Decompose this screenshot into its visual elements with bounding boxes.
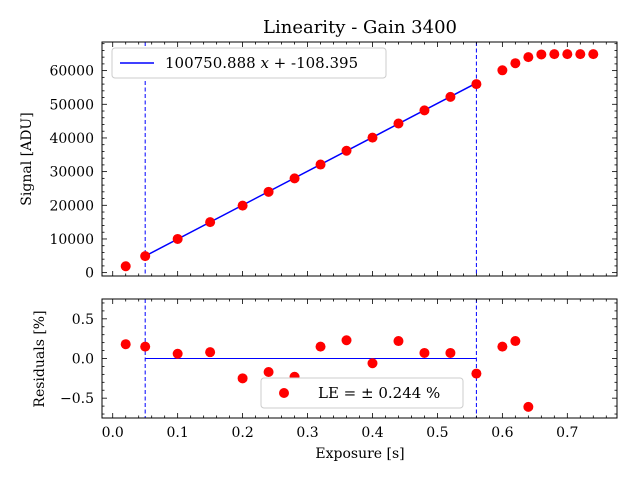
fit-legend-suffix: + -108.395	[269, 54, 358, 72]
bottom-y-tick-label: 0.0	[72, 352, 94, 368]
bottom-legend-box	[260, 377, 464, 409]
top-legend-box	[111, 47, 387, 79]
bottom-data-point	[341, 335, 352, 346]
top-data-point	[445, 91, 456, 102]
top-data-point	[237, 200, 248, 211]
bottom-data-point	[510, 336, 521, 347]
bottom-data-point	[205, 347, 216, 358]
top-data-point	[140, 251, 151, 262]
top-y-tick-label: 60000	[49, 64, 94, 80]
bottom-data-point	[497, 341, 508, 352]
x-tick-label: 0.1	[167, 425, 189, 441]
top-y-tick-label: 50000	[49, 97, 94, 113]
bottom-data-point	[419, 347, 430, 358]
residual-legend-marker	[279, 388, 289, 398]
bottom-y-tick-label: −0.5	[60, 391, 94, 407]
top-data-point	[549, 49, 560, 60]
fit-legend-prefix: 100750.888	[165, 54, 260, 72]
top-legend: 100750.888 x + -108.395	[111, 47, 387, 79]
top-data-point	[510, 58, 521, 69]
residual-legend-text: LE = ± 0.244 %	[318, 384, 440, 402]
top-data-point	[289, 173, 300, 184]
bottom-data-point	[263, 366, 274, 377]
top-data-point	[497, 65, 508, 76]
top-data-point	[120, 261, 131, 272]
top-y-tick-label: 30000	[49, 165, 94, 181]
top-data-point	[575, 49, 586, 60]
top-data-point	[471, 79, 482, 90]
top-y-axis-label: Signal [ADU]	[19, 112, 35, 205]
top-data-point	[393, 118, 404, 129]
top-data-point	[536, 49, 547, 60]
bottom-data-point	[445, 347, 456, 358]
top-data-point	[523, 52, 534, 63]
bottom-y-tick-label: 0.5	[72, 312, 94, 328]
bottom-legend: LE = ± 0.244 %	[260, 377, 464, 409]
bottom-data-point	[140, 341, 151, 352]
top-data-point	[419, 105, 430, 116]
top-y-tick-label: 40000	[49, 131, 94, 147]
bottom-data-point	[393, 336, 404, 347]
x-axis-label: Exposure [s]	[315, 446, 404, 462]
chart-title: Linearity - Gain 3400	[263, 17, 457, 38]
x-tick-label: 0.6	[491, 425, 513, 441]
top-data-point	[588, 49, 599, 60]
bottom-y-axis-label: Residuals [%]	[32, 310, 48, 407]
bottom-data-point	[172, 348, 183, 359]
x-tick-label: 0.0	[102, 425, 124, 441]
fit-legend-text: 100750.888 x + -108.395	[165, 54, 358, 72]
x-tick-label: 0.4	[361, 425, 383, 441]
top-plot: 0 10000 20000 30000 40000 50000 60000	[49, 41, 618, 282]
top-y-tick-label: 0	[85, 266, 94, 282]
x-tick-label: 0.7	[556, 425, 578, 441]
top-data-point	[367, 132, 378, 143]
bottom-data-point	[367, 358, 378, 369]
x-tick-label: 0.3	[296, 425, 318, 441]
top-y-tick-label: 10000	[49, 232, 94, 248]
top-y-tick-label: 20000	[49, 198, 94, 214]
bottom-plot: 0.0 0.1 0.2 0.3 0.4 0.5 0.6 0.7 −0.5 0.0 0.5	[60, 298, 618, 441]
bottom-data-point	[120, 339, 131, 350]
x-tick-label: 0.2	[231, 425, 253, 441]
top-data-point	[341, 145, 352, 156]
fit-legend-var: x	[260, 54, 269, 72]
bottom-data-point	[237, 373, 248, 384]
bottom-data-point	[471, 368, 482, 379]
bottom-data-point	[315, 341, 326, 352]
top-data-point	[263, 186, 274, 197]
x-tick-label: 0.5	[426, 425, 448, 441]
top-data-point	[315, 159, 326, 170]
top-data-point	[205, 217, 216, 228]
top-data-point	[172, 233, 183, 244]
bottom-data-point	[523, 401, 534, 412]
top-data-point	[562, 49, 573, 60]
